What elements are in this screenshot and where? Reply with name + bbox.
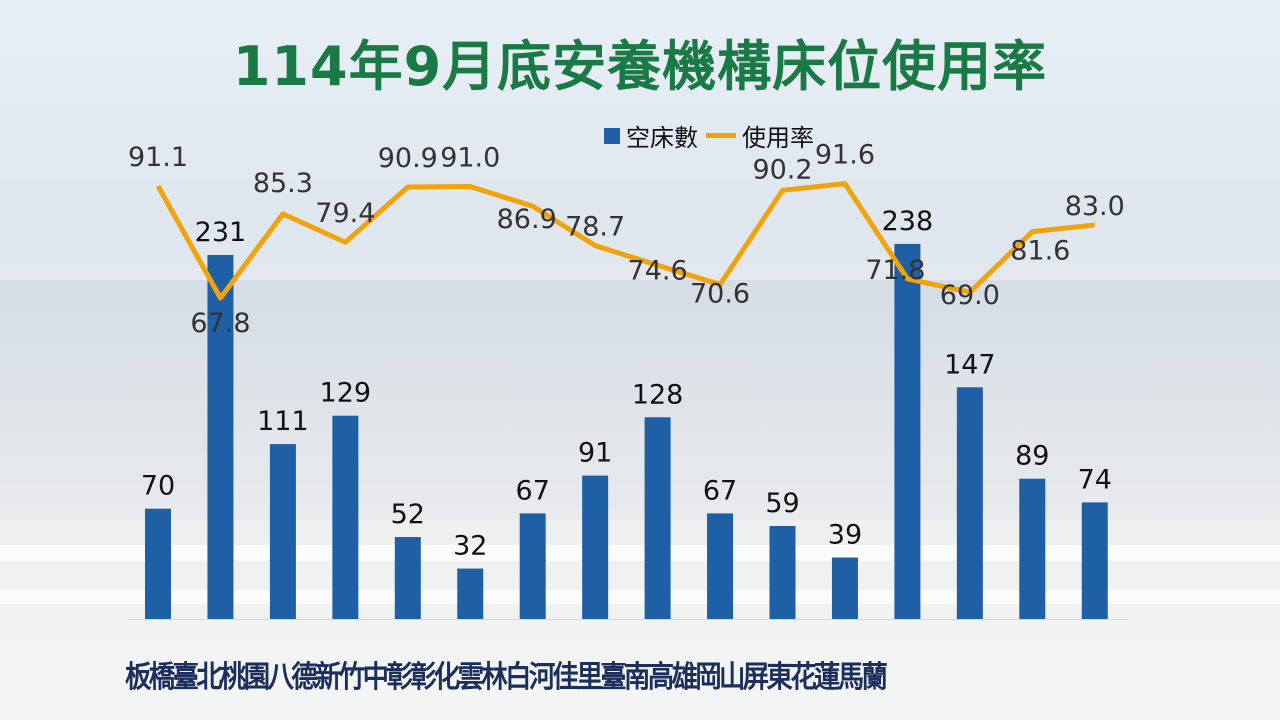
bar-data-label: 238 bbox=[882, 206, 934, 237]
line-data-label: 71.8 bbox=[865, 255, 925, 286]
bar-data-label: 67 bbox=[703, 475, 737, 506]
bar-data-label: 32 bbox=[453, 531, 487, 562]
line-data-label: 86.9 bbox=[497, 204, 557, 235]
bar bbox=[582, 475, 609, 619]
line-data-label: 81.6 bbox=[1010, 236, 1070, 267]
line-data-label: 91.6 bbox=[815, 140, 875, 171]
legend-bar-swatch bbox=[604, 127, 620, 144]
bar bbox=[519, 513, 546, 619]
legend-line-swatch bbox=[706, 133, 736, 138]
bar-data-label: 89 bbox=[1015, 441, 1049, 472]
bar-data-label: 111 bbox=[257, 406, 309, 437]
line-data-label: 90.9 bbox=[378, 143, 438, 174]
bar-data-label: 231 bbox=[195, 217, 247, 248]
x-tick-label: 馬蘭 bbox=[837, 660, 888, 695]
x-tick-label: 花蓮 bbox=[790, 660, 840, 695]
x-tick-label: 彰化 bbox=[410, 660, 460, 695]
x-tick-label: 八德 bbox=[267, 660, 318, 695]
x-tick-label: 板橋 bbox=[125, 660, 175, 695]
line-series bbox=[155, 181, 1096, 301]
line-data-label: 85.3 bbox=[253, 168, 313, 199]
chart-title: 114年9月底安養機構床位使用率 bbox=[232, 35, 1048, 98]
x-axis-labels: 板橋臺北桃園八德新竹中彰彰化雲林白河佳里臺南高雄岡山屏東花蓮馬蘭 bbox=[125, 652, 888, 696]
line-data-label: 91.0 bbox=[440, 142, 500, 173]
bar bbox=[707, 513, 734, 619]
line-data-label: 67.8 bbox=[190, 308, 250, 339]
bar-data-label: 147 bbox=[944, 349, 996, 380]
x-tick-label: 新竹 bbox=[315, 660, 365, 695]
x-tick-label: 屏東 bbox=[742, 660, 793, 695]
bar bbox=[145, 508, 171, 619]
line-data-label: 74.6 bbox=[628, 255, 688, 286]
bar bbox=[207, 254, 234, 619]
bar bbox=[644, 417, 671, 619]
legend-bar-label: 空床數 bbox=[626, 124, 698, 152]
x-tick-label: 高雄 bbox=[647, 660, 698, 695]
x-tick-label: 雲林 bbox=[457, 660, 508, 695]
bar bbox=[1019, 478, 1046, 619]
line-data-label: 91.1 bbox=[128, 142, 188, 173]
bar-data-label: 70 bbox=[141, 471, 175, 502]
line-data-label: 78.7 bbox=[565, 212, 625, 243]
bar bbox=[269, 444, 296, 619]
x-tick-label: 佳里 bbox=[552, 660, 603, 695]
line-data-label: 90.2 bbox=[752, 154, 812, 185]
bar bbox=[831, 557, 858, 619]
line-data-label: 70.6 bbox=[690, 279, 750, 310]
bar bbox=[1081, 502, 1108, 619]
line-data-label: 83.0 bbox=[1065, 191, 1125, 222]
bar-data-label: 129 bbox=[320, 378, 372, 409]
line-data-label: 79.4 bbox=[315, 198, 375, 229]
x-tick-label: 岡山 bbox=[695, 660, 745, 695]
bar bbox=[457, 568, 484, 619]
bar-data-label: 128 bbox=[632, 379, 684, 410]
bar bbox=[332, 415, 359, 619]
bar-data-label: 67 bbox=[516, 475, 550, 506]
x-tick-label: 臺北 bbox=[172, 660, 223, 695]
line-data-label: 69.0 bbox=[940, 280, 1000, 311]
x-tick-label: 臺南 bbox=[600, 660, 650, 695]
bar-data-label: 59 bbox=[765, 488, 799, 519]
bar-data-label: 39 bbox=[828, 520, 862, 551]
legend: 空床數 使用率 bbox=[604, 118, 814, 153]
bar bbox=[769, 526, 796, 619]
bar bbox=[894, 243, 921, 620]
x-tick-label: 白河 bbox=[505, 660, 555, 695]
bar bbox=[956, 387, 983, 619]
bar-data-label: 91 bbox=[578, 438, 612, 469]
legend-line-label: 使用率 bbox=[742, 124, 814, 152]
bar-data-label: 74 bbox=[1078, 464, 1112, 495]
bar-data-label: 52 bbox=[391, 499, 425, 530]
x-tick-label: 中彰 bbox=[362, 660, 413, 695]
bar bbox=[394, 537, 421, 619]
x-tick-label: 桃園 bbox=[220, 660, 270, 695]
